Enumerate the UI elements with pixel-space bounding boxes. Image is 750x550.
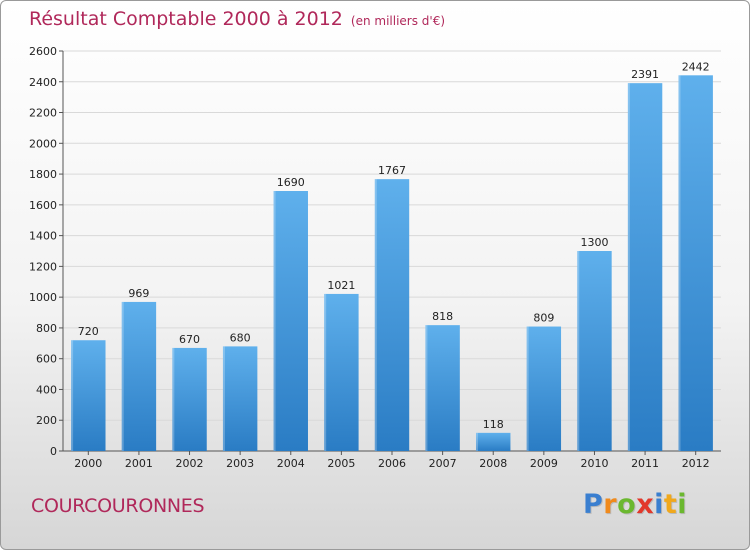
y-tick-label: 200 — [36, 414, 57, 427]
title-text: Résultat Comptable 2000 à 2012 — [29, 8, 343, 30]
y-tick-label: 1400 — [29, 230, 57, 243]
bar-highlight — [526, 326, 529, 451]
chart-subtitle: (en milliers d'€) — [350, 14, 446, 28]
logo-letter: i — [677, 489, 688, 520]
bar — [526, 326, 562, 451]
y-tick-label: 1800 — [29, 168, 57, 181]
bar-highlight — [374, 179, 377, 451]
bar-highlight — [627, 83, 630, 452]
data-label: 969 — [128, 287, 149, 300]
logo-letter: P — [583, 489, 604, 520]
y-tick-label: 2200 — [29, 107, 57, 120]
bar — [222, 346, 258, 451]
y-tick-label: 1600 — [29, 199, 57, 212]
x-tick-label: 2007 — [429, 457, 457, 470]
bar — [121, 301, 157, 451]
bar — [577, 251, 612, 451]
data-label: 1690 — [277, 176, 305, 189]
proxiti-logo: Proxiti — [583, 489, 687, 520]
logo-letter: o — [617, 489, 637, 520]
bar — [324, 293, 359, 451]
bar — [273, 191, 308, 451]
bar-highlight — [172, 347, 175, 451]
data-label: 1021 — [327, 279, 355, 292]
x-tick-label: 2006 — [378, 457, 406, 470]
data-label: 2391 — [631, 68, 659, 81]
x-tick-label: 2004 — [277, 457, 305, 470]
commune-name: COURCOURONNES — [31, 495, 205, 517]
x-tick-label: 2001 — [125, 457, 153, 470]
bar-highlight — [324, 293, 327, 451]
data-label: 1767 — [378, 164, 406, 177]
x-tick-label: 2005 — [327, 457, 355, 470]
x-tick-label: 2002 — [176, 457, 204, 470]
x-tick-label: 2012 — [682, 457, 710, 470]
data-label: 2442 — [682, 60, 710, 73]
logo-letter: t — [663, 489, 678, 520]
logo-letter: r — [603, 489, 618, 520]
x-tick-label: 2011 — [631, 457, 659, 470]
bar — [71, 340, 106, 451]
y-tick-label: 1200 — [29, 260, 57, 273]
x-tick-label: 2000 — [74, 457, 102, 470]
data-label: 1300 — [580, 236, 608, 249]
y-tick-label: 800 — [36, 322, 57, 335]
bar-highlight — [121, 301, 124, 451]
y-tick-label: 2000 — [29, 137, 57, 150]
data-label: 670 — [179, 333, 200, 346]
bar-highlight — [476, 432, 479, 451]
bar-highlight — [577, 251, 580, 451]
bar — [678, 75, 713, 452]
bar-highlight — [678, 75, 681, 452]
data-label: 118 — [483, 418, 504, 431]
bar-highlight — [425, 325, 428, 451]
bar — [425, 325, 460, 451]
logo-letter: x — [636, 489, 655, 520]
bar — [627, 83, 663, 452]
bar — [172, 347, 207, 451]
x-tick-label: 2010 — [580, 457, 608, 470]
y-tick-label: 600 — [36, 353, 57, 366]
data-label: 809 — [533, 312, 554, 325]
x-tick-label: 2009 — [530, 457, 558, 470]
y-tick-label: 2600 — [29, 45, 57, 58]
bar-highlight — [71, 340, 74, 451]
bar-highlight — [222, 346, 225, 451]
y-tick-label: 0 — [50, 445, 57, 458]
data-label: 680 — [230, 331, 251, 344]
y-tick-label: 2400 — [29, 76, 57, 89]
y-tick-label: 400 — [36, 383, 57, 396]
y-tick-label: 1000 — [29, 291, 57, 304]
bar — [374, 179, 410, 451]
x-tick-label: 2008 — [479, 457, 507, 470]
bar — [476, 432, 511, 451]
data-label: 818 — [432, 310, 453, 323]
chart-title: Résultat Comptable 2000 à 2012 (en millie… — [29, 8, 445, 30]
bar-highlight — [273, 191, 276, 451]
x-tick-label: 2003 — [226, 457, 254, 470]
logo-letter: i — [654, 489, 664, 520]
data-label: 720 — [78, 325, 99, 338]
